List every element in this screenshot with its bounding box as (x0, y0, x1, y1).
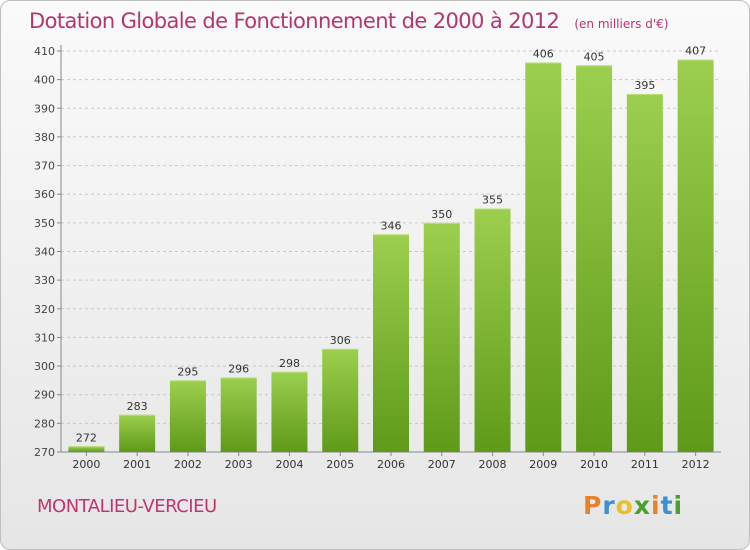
bar-2009 (525, 62, 562, 452)
bar-2006 (373, 234, 409, 452)
bar-2010 (576, 65, 613, 453)
x-tick-label-2010: 2010 (580, 458, 608, 471)
logo-letter: i (651, 491, 661, 520)
value-label-2006: 346 (381, 219, 402, 232)
y-tick-label: 350 (34, 217, 55, 230)
value-label-2004: 298 (279, 357, 300, 370)
y-tick-label: 320 (34, 303, 55, 316)
y-tick-label: 390 (34, 102, 55, 115)
y-tick-label: 270 (34, 446, 55, 459)
x-tick-label-2000: 2000 (72, 458, 100, 471)
bar-2011 (626, 93, 663, 452)
value-label-2009: 406 (533, 47, 554, 60)
bar-2005 (322, 348, 359, 452)
value-label-2005: 306 (330, 334, 351, 347)
unit-label: (en milliers d'€) (574, 17, 669, 31)
value-label-2002: 295 (177, 365, 198, 378)
commune-name: MONTALIEU-VERCIEU (37, 496, 217, 517)
y-tick-label: 410 (34, 45, 55, 58)
bars (68, 59, 714, 453)
bar-2012 (677, 59, 714, 452)
value-label-2010: 405 (584, 50, 605, 63)
value-label-2011: 395 (634, 79, 655, 92)
value-label-2008: 355 (482, 194, 503, 207)
x-tick-label-2011: 2011 (631, 458, 659, 471)
y-tick-label: 380 (34, 131, 55, 144)
x-tick-label-2008: 2008 (479, 458, 507, 471)
logo-letter: P (583, 491, 603, 520)
y-tick-label: 290 (34, 389, 55, 402)
y-tick-label: 360 (34, 188, 55, 201)
chart-title: Dotation Globale de Fonctionnement de 20… (29, 9, 560, 33)
x-tick-label-2007: 2007 (428, 458, 456, 471)
data-labels: 272 283 295 296 298 306 346 350 355 406 405 395 407 (76, 45, 706, 445)
logo-letter: o (615, 491, 634, 520)
proxiti-logo[interactable]: Proxiti (583, 491, 683, 520)
value-label-2012: 407 (685, 45, 706, 58)
logo-letter: i (673, 491, 684, 520)
x-tick-label-2006: 2006 (377, 458, 405, 471)
bar-2002 (169, 380, 206, 452)
value-label-2001: 283 (127, 400, 148, 413)
bar-2007 (423, 222, 460, 452)
y-tick-label: 400 (34, 74, 55, 87)
y-tick-label: 300 (34, 360, 55, 373)
bar-2000 (68, 446, 105, 452)
bar-2003 (220, 377, 257, 452)
x-tick-label-2012: 2012 (682, 458, 710, 471)
y-tick-label: 330 (34, 274, 55, 287)
logo-letter: t (660, 491, 674, 520)
bar-2001 (119, 414, 156, 452)
logo-letter: x (633, 491, 651, 520)
x-tick-label-2003: 2003 (225, 458, 253, 471)
logo-letter: r (602, 491, 616, 520)
x-tick-label-2001: 2001 (123, 458, 151, 471)
value-label-2007: 350 (431, 208, 452, 221)
y-tick-label: 340 (34, 246, 55, 259)
bar-2004 (271, 371, 308, 452)
x-tick-label-2005: 2005 (326, 458, 354, 471)
bar-2008 (474, 208, 511, 452)
x-tick-label-2009: 2009 (529, 458, 557, 471)
y-tick-label: 370 (34, 160, 55, 173)
y-tick-label: 310 (34, 331, 55, 344)
title-row: Dotation Globale de Fonctionnement de 20… (29, 9, 668, 33)
x-tick-label-2002: 2002 (174, 458, 202, 471)
x-tick-label-2004: 2004 (275, 458, 303, 471)
y-tick-label: 280 (34, 417, 55, 430)
value-label-2000: 272 (76, 431, 97, 444)
value-label-2003: 296 (228, 363, 249, 376)
